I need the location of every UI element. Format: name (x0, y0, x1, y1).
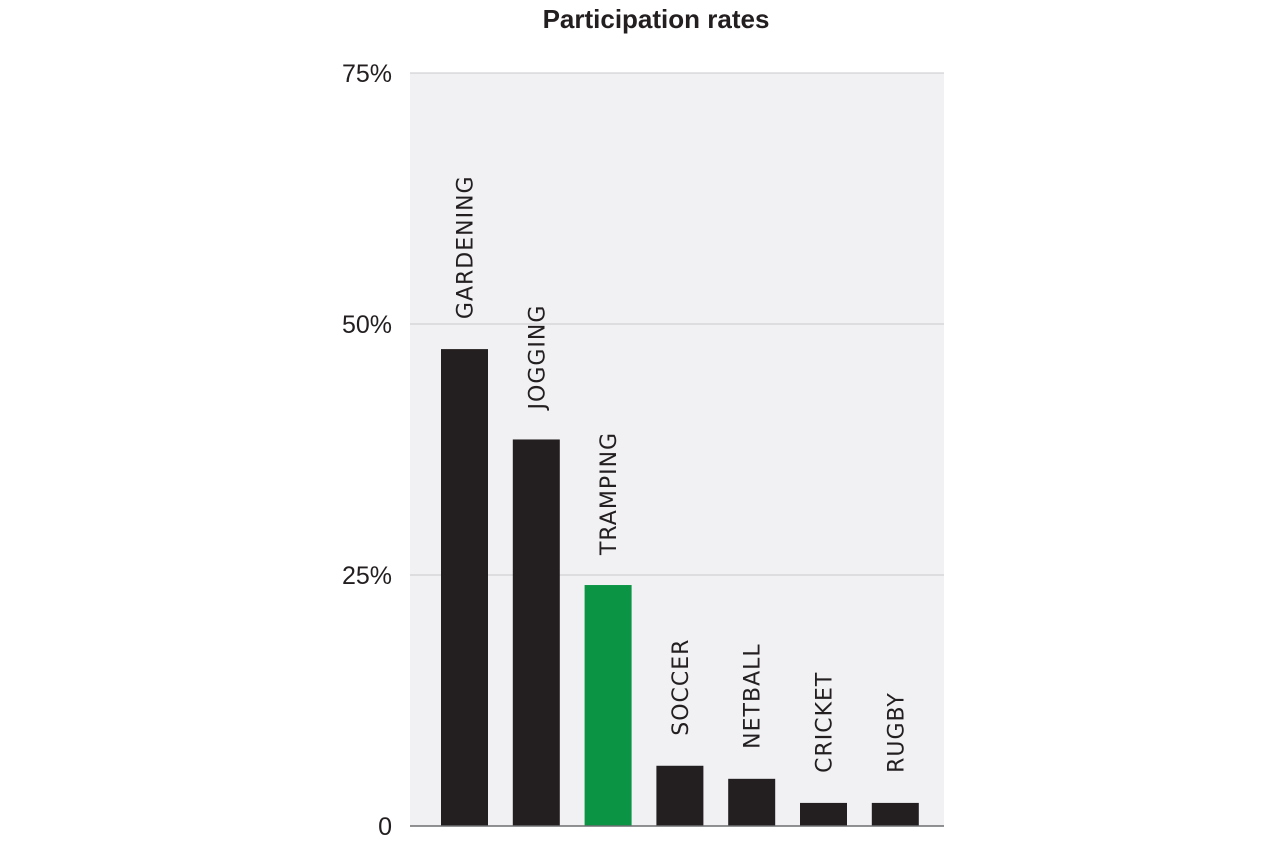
bar-label-gardening: GARDENING (454, 175, 479, 319)
y-axis-ticks: 0 25% 50% 75% (342, 60, 392, 841)
plot-background (410, 73, 944, 826)
bar-labels: GARDENING JOGGING TRAMPING SOCCER NETBALL CRI… (454, 175, 910, 772)
bar-label-netball: NETBALL (741, 643, 766, 748)
bars (441, 349, 919, 826)
bar-soccer (656, 765, 704, 826)
chart-title: Participation rates (543, 4, 770, 34)
bar-label-rugby: RUGBY (884, 692, 909, 773)
y-tick-label: 75% (342, 60, 392, 88)
grid-lines (410, 72, 944, 576)
bar-cricket (800, 802, 847, 826)
bar-netball (728, 778, 776, 826)
bar-label-cricket: CRICKET (813, 672, 838, 773)
bar-tramping (584, 585, 632, 826)
y-tick-label: 25% (342, 562, 392, 590)
bar-label-soccer: SOCCER (669, 639, 694, 736)
bar-rugby (871, 802, 919, 826)
bar-label-jogging: JOGGING (525, 305, 550, 412)
y-tick-label: 50% (342, 311, 392, 339)
y-tick-label: 0 (378, 813, 392, 841)
bar-label-tramping: TRAMPING (597, 432, 622, 556)
bar-gardening (441, 349, 488, 826)
bar-jogging (512, 439, 560, 826)
